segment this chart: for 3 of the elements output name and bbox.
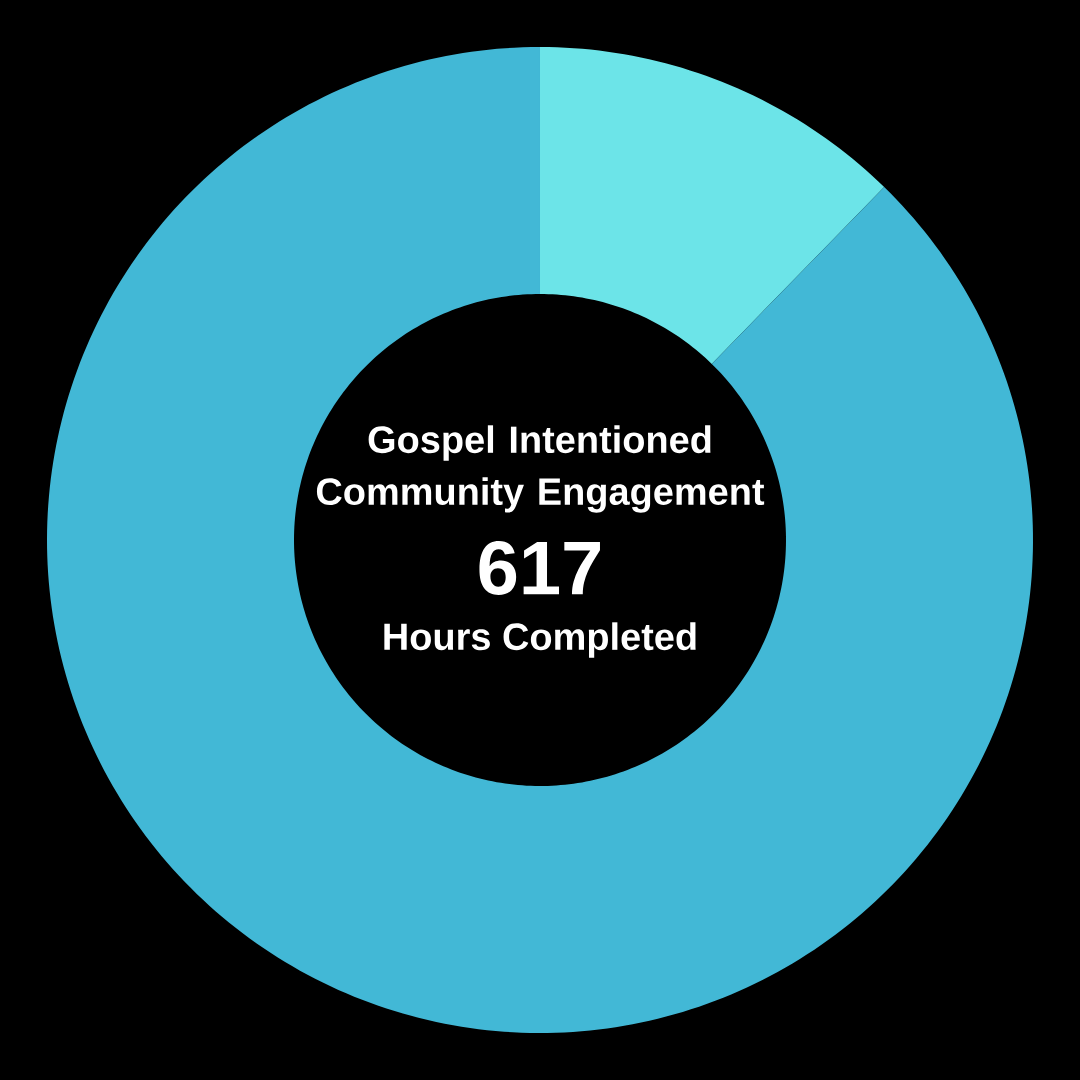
- text: Gospel Intentioned Community Engagement: [316, 425, 765, 513]
- text: 617: [479, 541, 600, 595]
- text: Hours Completed: [384, 622, 696, 658]
